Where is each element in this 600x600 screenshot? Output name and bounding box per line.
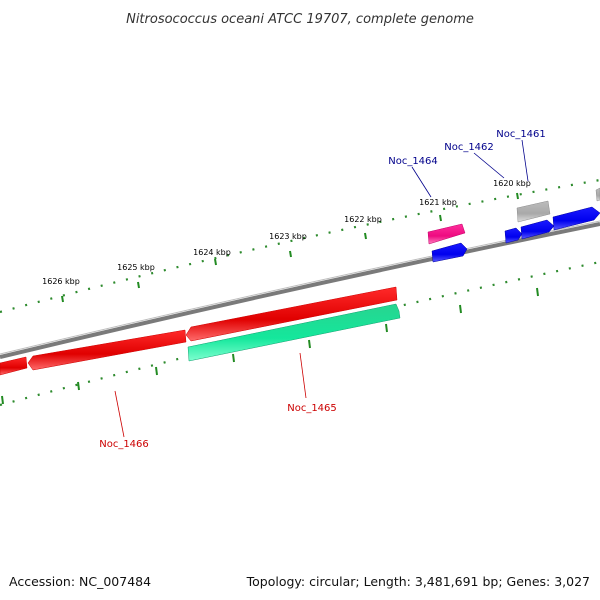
gene-arrow-noc-1466-left[interactable] — [0, 356, 28, 376]
kbp-label: 1623 kbp — [269, 232, 307, 241]
gene-arrow-noc-1464[interactable] — [427, 223, 466, 245]
label-leaders — [114, 139, 529, 438]
outer-ruler-ring — [0, 178, 600, 314]
outer-major-ticks — [61, 192, 519, 303]
gene-arrow-red-upper[interactable] — [185, 286, 398, 342]
inner-major-ticks — [1, 287, 539, 405]
accession-text: Accession: NC_007484 — [9, 574, 152, 589]
kbp-label: 1620 kbp — [493, 179, 531, 188]
gene-label-noc-1461[interactable]: Noc_1461 — [496, 129, 546, 140]
kbp-label: 1624 kbp — [193, 248, 231, 257]
gene-label-noc-1465[interactable]: Noc_1465 — [287, 403, 337, 414]
map-title: Nitrosococcus oceani ATCC 19707, complet… — [126, 12, 474, 27]
gene-arrow-blue-a[interactable] — [431, 242, 468, 263]
kbp-label: 1621 kbp — [419, 198, 457, 207]
gene-label-noc-1464[interactable]: Noc_1464 — [388, 156, 438, 167]
gene-arrow-blue-b[interactable] — [504, 227, 523, 244]
gene-arrow-blue-c[interactable] — [520, 219, 555, 240]
gene-arrow-noc-1465[interactable] — [187, 303, 401, 362]
gene-arrow-grey-edge[interactable] — [595, 187, 600, 202]
kbp-label: 1625 kbp — [117, 263, 155, 272]
gene-arrow-noc-1466[interactable] — [27, 329, 187, 371]
gene-arrow-blue-d[interactable] — [552, 206, 600, 231]
gene-arrow-noc-1462[interactable] — [516, 200, 551, 223]
topology-text: Topology: circular; Length: 3,481,691 bp… — [246, 574, 590, 589]
kbp-label: 1622 kbp — [344, 215, 382, 224]
gene-label-noc-1462[interactable]: Noc_1462 — [444, 142, 494, 153]
kbp-label: 1626 kbp — [42, 277, 80, 286]
genome-backbone — [0, 222, 600, 359]
kbp-labels: 1620 kbp 1621 kbp 1622 kbp 1623 kbp 1624… — [42, 179, 531, 286]
gene-label-noc-1466[interactable]: Noc_1466 — [99, 439, 149, 450]
